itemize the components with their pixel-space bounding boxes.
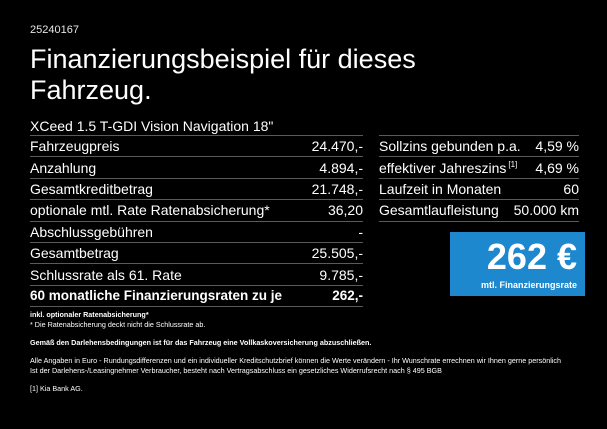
insurance-note-text: * Die Ratenabsicherung deckt nicht die S… xyxy=(30,320,206,329)
row-value: - xyxy=(358,223,363,240)
table-row: optionale mtl. Rate Ratenabsicherung* 36… xyxy=(30,200,363,222)
row-label: Laufzeit in Monaten xyxy=(379,180,502,197)
row-value: 4,69 % xyxy=(535,159,579,176)
row-label: Gesamtkreditbetrag xyxy=(30,180,153,197)
footnote: [1] Kia Bank AG. xyxy=(30,384,83,393)
table-row: Sollzins gebunden p.a. 4,59 % xyxy=(379,135,579,158)
row-value: 24.470,- xyxy=(311,138,363,155)
row-value: 36,20 xyxy=(327,202,363,219)
row-value: 4,59 % xyxy=(535,138,579,155)
row-value: 60 xyxy=(563,180,579,197)
row-label: Fahrzeugpreis xyxy=(30,138,120,155)
terms-line: Ist der Darlehens-/Leasingnehmer Verbrau… xyxy=(30,366,442,375)
row-value: 50.000 km xyxy=(513,202,579,219)
vehicle-model: XCeed 1.5 T-GDI Vision Navigation 18" xyxy=(30,118,274,134)
row-value: 9.785,- xyxy=(319,266,363,283)
row-label: Anzahlung xyxy=(30,159,97,176)
row-label: Schlussrate als 61. Rate xyxy=(30,266,182,283)
row-label: Sollzins gebunden p.a. xyxy=(379,138,521,155)
terms-bold-note: Gemäß den Darlehensbedingungen ist für d… xyxy=(30,338,372,347)
page-title: Finanzierungsbeispiel für dieses Fahrzeu… xyxy=(30,44,416,105)
table-row-total: 60 monatliche Finanzierungsraten zu je 2… xyxy=(30,286,363,308)
row-label: Abschlussgebühren xyxy=(30,223,153,240)
row-label: Gesamtlaufleistung xyxy=(379,202,499,219)
insurance-note-title: inkl. optionaler Ratenabsicherung* xyxy=(30,310,149,319)
row-label: optionale mtl. Rate Ratenabsicherung* xyxy=(30,202,270,219)
row-label: effektiver Jahreszins [1] xyxy=(379,159,518,176)
row-value: 262,- xyxy=(332,288,363,304)
row-label: Gesamtbetrag xyxy=(30,245,119,262)
terms-line: Alle Angaben in Euro - Rundungsdifferenz… xyxy=(30,356,561,365)
table-row: Gesamtkreditbetrag 21.748,- xyxy=(30,179,363,201)
row-value: 4.894,- xyxy=(319,159,363,176)
financing-table: Fahrzeugpreis 24.470,- Anzahlung 4.894,-… xyxy=(30,135,363,308)
table-row: Gesamtlaufleistung 50.000 km xyxy=(379,200,579,222)
table-row: Abschlussgebühren - xyxy=(30,222,363,243)
row-value: 25.505,- xyxy=(311,245,363,262)
table-row: Gesamtbetrag 25.505,- xyxy=(30,243,363,265)
monthly-rate-value: 262 € xyxy=(486,236,577,277)
legal-notes: inkl. optionaler Ratenabsicherung* * Die… xyxy=(30,310,590,394)
footnote-marker: [1] xyxy=(508,159,518,169)
document-id: 25240167 xyxy=(30,24,79,36)
table-row: Schlussrate als 61. Rate 9.785,- xyxy=(30,264,363,286)
rate-terms-table: Sollzins gebunden p.a. 4,59 % effektiver… xyxy=(379,135,579,222)
table-row: Fahrzeugpreis 24.470,- xyxy=(30,135,363,158)
monthly-rate-caption: mtl. Finanzierungsrate xyxy=(480,280,577,290)
table-row: Anzahlung 4.894,- xyxy=(30,157,363,179)
table-row: effektiver Jahreszins [1] 4,69 % xyxy=(379,157,579,179)
row-label: 60 monatliche Finanzierungsraten zu je xyxy=(30,288,283,304)
monthly-rate-box: 262 € mtl. Finanzierungsrate xyxy=(450,232,585,296)
table-row: Laufzeit in Monaten 60 xyxy=(379,179,579,201)
row-value: 21.748,- xyxy=(311,180,363,197)
